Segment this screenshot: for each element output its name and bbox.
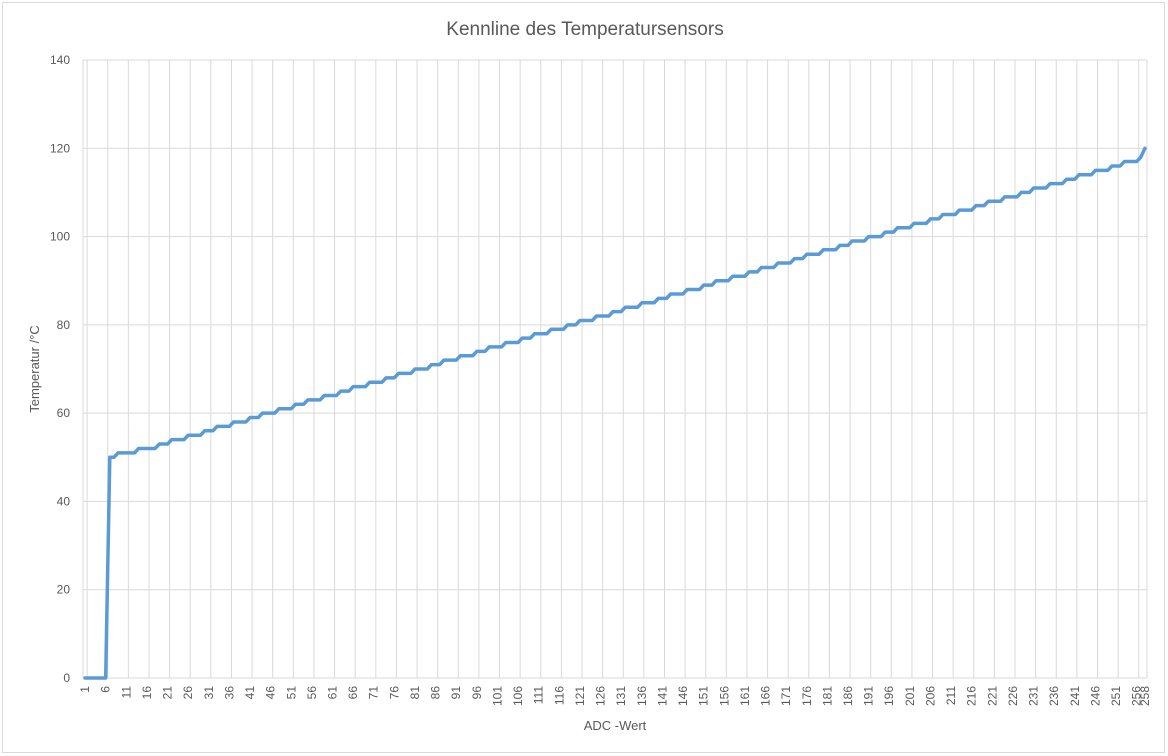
x-tick-label: 1 <box>78 686 92 693</box>
x-tick-label: 171 <box>779 686 793 706</box>
y-tick-label: 80 <box>57 318 71 332</box>
x-axis-title: ADC -Wert <box>584 718 647 733</box>
x-tick-label: 71 <box>367 686 381 700</box>
gridlines <box>82 59 1148 678</box>
x-tick-label: 81 <box>408 686 422 700</box>
x-tick-label: 31 <box>202 686 216 700</box>
x-tick-label: 76 <box>387 686 401 700</box>
x-tick-label: 226 <box>1006 686 1020 706</box>
x-tick-label: 181 <box>820 686 834 706</box>
x-tick-label: 206 <box>923 686 937 706</box>
x-tick-label: 176 <box>800 686 814 706</box>
y-axis-tick-labels: 0 20 40 60 80 100 120 140 <box>50 53 70 685</box>
x-tick-label: 46 <box>264 686 278 700</box>
x-tick-label: 251 <box>1109 686 1123 706</box>
x-tick-label: 111 <box>532 686 546 705</box>
x-tick-label: 116 <box>552 686 566 705</box>
x-tick-label: 258 <box>1138 686 1152 706</box>
y-tick-label: 140 <box>50 53 70 67</box>
x-axis-tick-labels: 1 6 11 16 21 26 31 36 41 46 51 56 61 66 71 76 81 86 91 96 10… <box>78 686 1152 706</box>
x-tick-label: 166 <box>759 686 773 706</box>
x-tick-label: 151 <box>697 686 711 706</box>
x-tick-label: 101 <box>490 686 504 706</box>
x-tick-label: 16 <box>140 686 154 700</box>
x-tick-label: 136 <box>635 686 649 706</box>
x-tick-label: 41 <box>243 686 257 700</box>
x-tick-label: 246 <box>1088 686 1102 706</box>
x-tick-label: 156 <box>717 686 731 706</box>
x-tick-label: 146 <box>676 686 690 706</box>
x-tick-label: 126 <box>594 686 608 706</box>
x-tick-label: 51 <box>284 686 298 700</box>
x-tick-label: 161 <box>738 686 752 706</box>
y-tick-label: 100 <box>50 230 70 244</box>
y-tick-label: 120 <box>50 141 70 155</box>
y-axis-title: Temperatur /°C <box>27 325 42 413</box>
series-line <box>83 146 1147 680</box>
x-tick-label: 231 <box>1027 686 1041 706</box>
x-tick-label: 21 <box>161 686 175 700</box>
x-tick-label: 56 <box>305 686 319 700</box>
x-tick-label: 141 <box>655 686 669 706</box>
y-tick-label: 40 <box>57 494 71 508</box>
x-tick-label: 186 <box>841 686 855 706</box>
x-tick-label: 61 <box>326 686 340 700</box>
x-tick-label: 216 <box>965 686 979 706</box>
x-tick-label: 236 <box>1047 686 1061 706</box>
x-tick-label: 106 <box>511 686 525 706</box>
x-tick-label: 241 <box>1068 686 1082 706</box>
x-tick-label: 91 <box>449 686 463 700</box>
x-tick-label: 121 <box>573 686 587 706</box>
x-tick-label: 201 <box>903 686 917 706</box>
x-tick-label: 86 <box>429 686 443 700</box>
x-tick-label: 11 <box>119 686 133 699</box>
x-tick-label: 211 <box>944 686 958 705</box>
x-tick-label: 131 <box>614 686 628 706</box>
x-tick-label: 221 <box>985 686 999 706</box>
x-tick-label: 196 <box>882 686 896 706</box>
x-tick-label: 6 <box>99 686 113 693</box>
y-tick-label: 0 <box>63 671 70 685</box>
x-tick-label: 191 <box>862 686 876 706</box>
y-tick-label: 20 <box>57 583 71 597</box>
y-tick-label: 60 <box>57 406 71 420</box>
x-tick-label: 256 <box>1130 686 1144 706</box>
x-tick-label: 36 <box>222 686 236 700</box>
chart-title: Kennline des Temperatursensors <box>446 19 723 40</box>
x-tick-label: 26 <box>181 686 195 700</box>
x-tick-label: 66 <box>346 686 360 700</box>
x-tick-label: 96 <box>470 686 484 700</box>
